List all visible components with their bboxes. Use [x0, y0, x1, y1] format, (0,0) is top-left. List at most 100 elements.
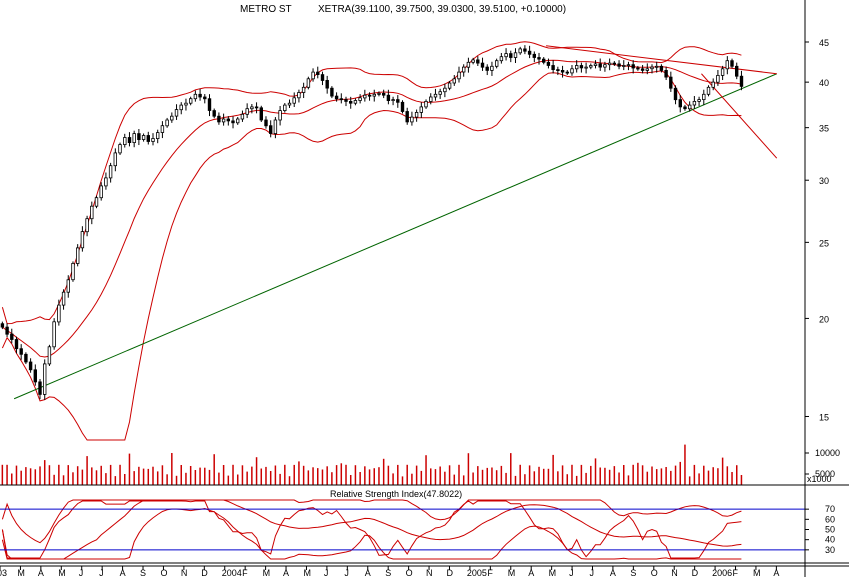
candle-body — [141, 135, 146, 140]
candle-body — [198, 93, 202, 98]
candle-body — [551, 65, 555, 70]
rsi-line — [1, 500, 742, 559]
price-tick-label: 15 — [819, 412, 829, 422]
volume-tick-label: 5000 — [815, 469, 835, 479]
candle-body — [377, 93, 381, 95]
candle-body — [414, 112, 419, 118]
x-tick-label: 2004 — [222, 568, 242, 577]
candle-body — [730, 60, 734, 67]
candle-body — [297, 92, 301, 99]
candle-body — [565, 71, 569, 74]
candle-body — [193, 93, 198, 100]
candle-body — [504, 53, 508, 58]
x-tick-label: 03 — [0, 568, 7, 577]
x-tick-label: J — [99, 568, 104, 577]
x-tick-label: A — [610, 568, 616, 577]
price-tick-label: 20 — [819, 314, 829, 324]
candle-body — [452, 78, 456, 84]
x-tick-label: O — [160, 568, 167, 577]
x-tick-label: S — [630, 568, 636, 577]
candle-body — [640, 68, 645, 71]
candle-body — [655, 65, 659, 68]
candle-body — [353, 100, 358, 104]
candle-body — [301, 86, 306, 93]
rsi-band-middle — [1, 499, 742, 560]
price-tick-label: 35 — [819, 124, 829, 134]
price-tick-label: 40 — [819, 78, 829, 88]
candle-body — [76, 247, 80, 264]
rsi-tick-label: 30 — [825, 545, 835, 555]
candle-body — [264, 119, 268, 127]
candle-body — [523, 48, 527, 52]
candle-body — [24, 353, 28, 363]
candle-body — [537, 57, 541, 60]
candle-body — [127, 137, 132, 143]
candle-body — [348, 101, 353, 104]
candle-body — [311, 71, 315, 80]
candle-body — [659, 65, 664, 71]
candle-body — [123, 137, 127, 145]
candle-body — [66, 279, 70, 293]
candle-body — [683, 106, 687, 110]
candle-body — [151, 138, 155, 142]
candle-body — [466, 61, 471, 68]
x-tick-label: M — [549, 568, 557, 577]
price-tick-label: 30 — [819, 176, 829, 186]
x-tick-label: O — [651, 568, 658, 577]
candle-body — [14, 339, 19, 350]
candle-body — [706, 86, 711, 95]
x-tick-label: J — [79, 568, 84, 577]
x-tick-label: F — [242, 568, 248, 577]
candle-body — [542, 58, 546, 63]
candle-body — [381, 93, 386, 96]
candle-body — [509, 53, 513, 58]
candle-body — [513, 52, 518, 58]
candle-body — [47, 346, 52, 365]
candle-body — [113, 152, 117, 167]
x-tick-label: O — [406, 568, 413, 577]
candle-body — [607, 62, 612, 66]
candle-body — [367, 94, 372, 97]
candle-body — [0, 323, 5, 328]
candle-body — [132, 133, 136, 144]
candle-body — [419, 106, 423, 113]
candle-body — [556, 69, 560, 71]
candle-body — [330, 87, 334, 97]
volume-unit-label: x1000 — [807, 474, 832, 484]
candle-body — [476, 59, 480, 64]
candle-body — [386, 94, 391, 101]
x-tick-label: M — [17, 568, 25, 577]
rsi-band-lower — [1, 507, 742, 560]
candle-body — [90, 205, 94, 220]
candle-body — [692, 101, 697, 106]
candle-body — [716, 75, 720, 83]
candle-body — [226, 118, 230, 122]
candle-body — [108, 165, 113, 179]
candle-body — [137, 133, 141, 141]
candle-body — [612, 62, 616, 65]
candle-body — [146, 135, 150, 142]
candle-body — [221, 118, 226, 123]
trendline-support — [13, 73, 777, 400]
rsi-title: Relative Strength Index(47.8022) — [330, 489, 462, 499]
candle-body — [546, 61, 551, 66]
candle-body — [57, 304, 61, 323]
rsi-tick-label: 70 — [825, 504, 835, 514]
rsi-tick-label: 40 — [825, 535, 835, 545]
candle-body — [316, 71, 320, 75]
x-tick-label: J — [569, 568, 574, 577]
candle-body — [188, 98, 193, 104]
x-tick-label: A — [283, 568, 289, 577]
candle-body — [292, 97, 296, 104]
candle-body — [174, 109, 179, 117]
x-tick-label: F — [733, 568, 739, 577]
candle-body — [499, 56, 504, 62]
bollinger-lower — [1, 70, 742, 441]
candle-body — [245, 108, 249, 115]
x-tick-label: M — [263, 568, 271, 577]
candle-body — [688, 104, 692, 110]
candle-body — [217, 115, 221, 123]
candle-body — [85, 218, 89, 233]
bollinger-upper — [1, 41, 742, 325]
